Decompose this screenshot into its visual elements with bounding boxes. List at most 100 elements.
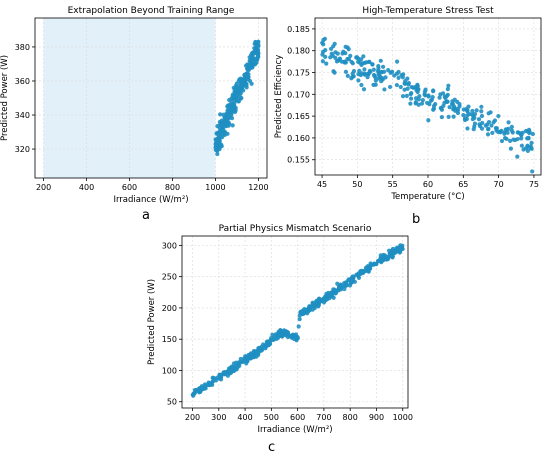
scatter-point [502,135,508,141]
scatter-point [197,390,202,395]
scatter-point [419,101,425,106]
scatter-point [194,388,199,393]
scatter-point [349,59,354,65]
scatter-point [239,95,244,101]
scatter-point [423,87,428,92]
x-tick-label: 400 [79,183,94,192]
scatter-point [367,59,372,65]
scatter-point [431,88,436,93]
scatter-point [255,50,260,55]
scatter-point [297,316,302,322]
scatter-point [285,330,291,335]
scatter-point [477,122,482,127]
x-tick-label: 600 [290,413,305,422]
scatter-point [526,136,531,141]
scatter-point [250,50,255,56]
scatter-point [370,62,375,67]
scatter-point [380,77,385,82]
scatter-point [465,113,470,118]
scatter-point [348,53,353,59]
scatter-point [400,75,405,80]
scatter-point [388,84,393,90]
y-tick-label: 0.155 [287,156,310,165]
scatter-point [398,84,403,90]
scatter-point [447,105,452,110]
scatter-point [470,108,475,114]
scatter-point [218,112,223,117]
scatter-point [446,114,451,119]
scatter-point [529,140,534,145]
scatter-point [530,131,535,137]
y-tick-label: 340 [15,111,30,120]
y-axis-label: Predicted Efficiency [274,55,284,139]
scatter-point [439,114,444,120]
scatter-point [449,101,455,107]
scatter-point [509,124,514,129]
x-tick-label: 600 [122,183,137,192]
scatter-point [430,95,435,100]
scatter-point [529,146,534,151]
y-tick-label: 0.185 [287,25,310,34]
scatter-point [246,67,252,72]
scatter-point [343,44,348,49]
scatter-point [402,87,407,92]
scatter-point [485,122,490,127]
scatter-point [479,104,484,109]
y-tick-label: 320 [15,145,30,154]
scatter-point [426,118,431,123]
scatter-point [340,51,345,56]
scatter-point [408,101,413,106]
scatter-point [505,130,510,135]
scatter-point [399,246,404,252]
scatter-point [376,72,381,77]
x-tick-label: 70 [494,180,504,189]
scatter-point [380,64,386,69]
scatter-point [323,54,328,59]
scatter-point [298,310,303,315]
scatter-point [288,333,293,338]
scatter-point [190,392,195,397]
scatter-point [351,69,357,74]
scatter-point [379,258,384,263]
scatter-point [333,55,338,60]
scatter-point [215,130,220,135]
scatter-point [230,123,235,128]
scatter-point [455,108,460,113]
scatter-point [364,60,369,65]
scatter-point [296,324,301,329]
x-axis-label: Irradiance (W/m²) [113,195,188,205]
scatter-point [519,143,524,148]
scatter-point [242,73,247,78]
scatter-point [464,107,469,112]
scatter-point [249,54,255,59]
scatter-point [253,46,258,51]
scatter-point [394,82,399,88]
scatter-point [368,69,373,74]
scatter-point [488,110,493,115]
scatter-point [320,59,325,64]
scatter-point [358,268,363,274]
scatter-point [472,121,478,126]
x-tick-label: 700 [316,413,331,422]
scatter-point [338,283,343,288]
scatter-point [316,304,321,309]
x-axis-label: Irradiance (W/m²) [257,425,332,435]
scatter-point [359,82,364,88]
scatter-point [526,127,532,132]
scatter-point [390,69,395,74]
scatter-point [408,92,413,97]
scatter-point [382,253,387,258]
scatter-point [251,350,256,355]
scatter-point [360,71,365,76]
x-axis-label: Temperature (°C) [390,192,464,202]
scatter-point [323,297,328,303]
scatter-point [245,359,250,364]
scatter-point [496,113,501,119]
chart-title: Partial Physics Mismatch Scenario [219,224,372,234]
scatter-point [452,106,457,111]
scatter-point [461,113,466,118]
scatter-point [246,72,251,77]
plot-frame [181,235,409,409]
scatter-point [244,83,249,88]
